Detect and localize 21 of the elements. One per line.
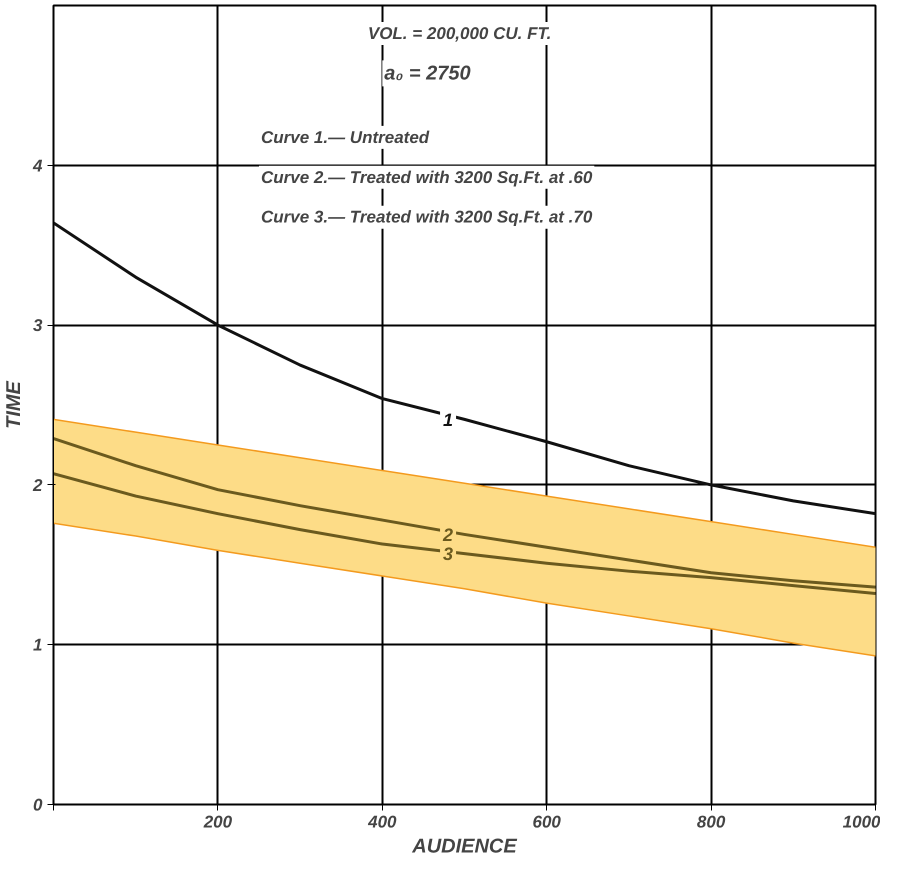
y-tick-label: 3 [33, 316, 44, 336]
y-tick-label: 1 [33, 636, 43, 655]
y-axis-title: TIME [3, 380, 26, 429]
x-tick-label: 400 [367, 812, 398, 832]
y-tick-label: 2 [32, 476, 44, 495]
annotation: a₀ = 2750 [384, 62, 471, 84]
series-label: 2 [442, 524, 454, 545]
annotation: Curve 3.— Treated with 3200 Sq.Ft. at .70 [261, 208, 593, 227]
y-tick-label: 0 [33, 796, 44, 814]
annotation: Curve 2.— Treated with 3200 Sq.Ft. at .60 [261, 168, 593, 187]
x-tick-label: 1000 [842, 812, 882, 832]
annotation: VOL. = 200,000 CU. FT. [368, 24, 552, 43]
x-axis-title: AUDIENCE [411, 836, 518, 858]
x-tick-label: 800 [696, 812, 726, 832]
annotation: Curve 1.— Untreated [261, 128, 430, 147]
x-tick-label: 200 [202, 812, 233, 832]
series-label: 1 [443, 410, 454, 430]
series-label: 3 [443, 544, 454, 564]
x-tick-label: 600 [532, 812, 562, 832]
y-tick-label: 4 [32, 156, 44, 176]
line-series [54, 522, 876, 657]
